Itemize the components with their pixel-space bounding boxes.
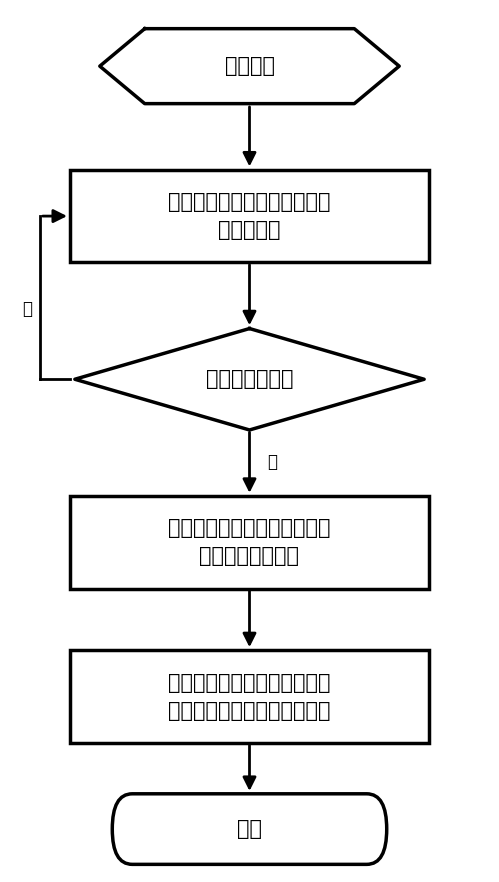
FancyBboxPatch shape	[70, 496, 429, 589]
FancyBboxPatch shape	[70, 651, 429, 743]
Text: 根据接收同步信号估计小区同
步参数等其他信息: 根据接收同步信号估计小区同 步参数等其他信息	[168, 519, 331, 566]
Text: 同步开始: 同步开始	[225, 56, 274, 76]
FancyBboxPatch shape	[70, 169, 429, 263]
FancyBboxPatch shape	[112, 794, 387, 864]
Text: 否: 否	[22, 300, 32, 318]
Polygon shape	[100, 28, 399, 103]
Text: 是否是同步信号: 是否是同步信号	[206, 370, 293, 389]
Polygon shape	[75, 329, 424, 430]
Text: 滑动读取接收数据并进行同步
信号的判断: 滑动读取接收数据并进行同步 信号的判断	[168, 192, 331, 240]
Text: 是: 是	[267, 453, 277, 471]
Text: 结束: 结束	[237, 819, 262, 839]
Text: 使用此估计信息调整接收频率
时间等完成和小区的下行同步: 使用此估计信息调整接收频率 时间等完成和小区的下行同步	[168, 673, 331, 721]
